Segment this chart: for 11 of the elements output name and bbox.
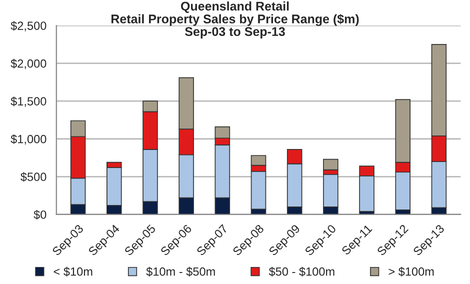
y-tick-label: $500 — [20, 172, 46, 182]
legend-label: > $100m — [388, 266, 434, 276]
y-tick-label: $1,000 — [10, 134, 46, 145]
chart-title: Queensland Retail Retail Property Sales by Price Range ($m) Sep-03 to Sep-13 — [111, 1, 359, 38]
y-tick-label: $2,500 — [10, 21, 46, 32]
y-tick-label: $2,000 — [10, 58, 46, 70]
legend-label: $50 - $100m — [268, 266, 334, 276]
legend-label: < $10m — [54, 266, 92, 276]
y-tick-label: $1,500 — [10, 96, 46, 107]
y-tick-label: $0 — [34, 210, 46, 220]
legend-label: $10m - $50m — [146, 266, 215, 276]
